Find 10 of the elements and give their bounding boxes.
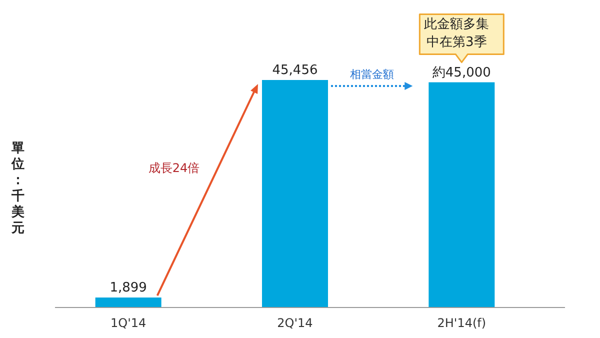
y-axis-title: 單位：千美元 (10, 141, 24, 236)
annotation: 相當金額 (350, 68, 394, 81)
data-label: 45,456 (272, 63, 318, 78)
text: 此金額多集中在第3季 (423, 16, 490, 52)
data-label: 約45,000 (432, 65, 491, 80)
data-label: 1,899 (110, 280, 147, 296)
x-tick-label: 2Q'14 (277, 316, 313, 330)
annotation: 成長24倍 (148, 160, 200, 175)
x-tick-label: 2H'14(f) (437, 316, 486, 330)
x-tick-label: 1Q'14 (110, 316, 146, 330)
